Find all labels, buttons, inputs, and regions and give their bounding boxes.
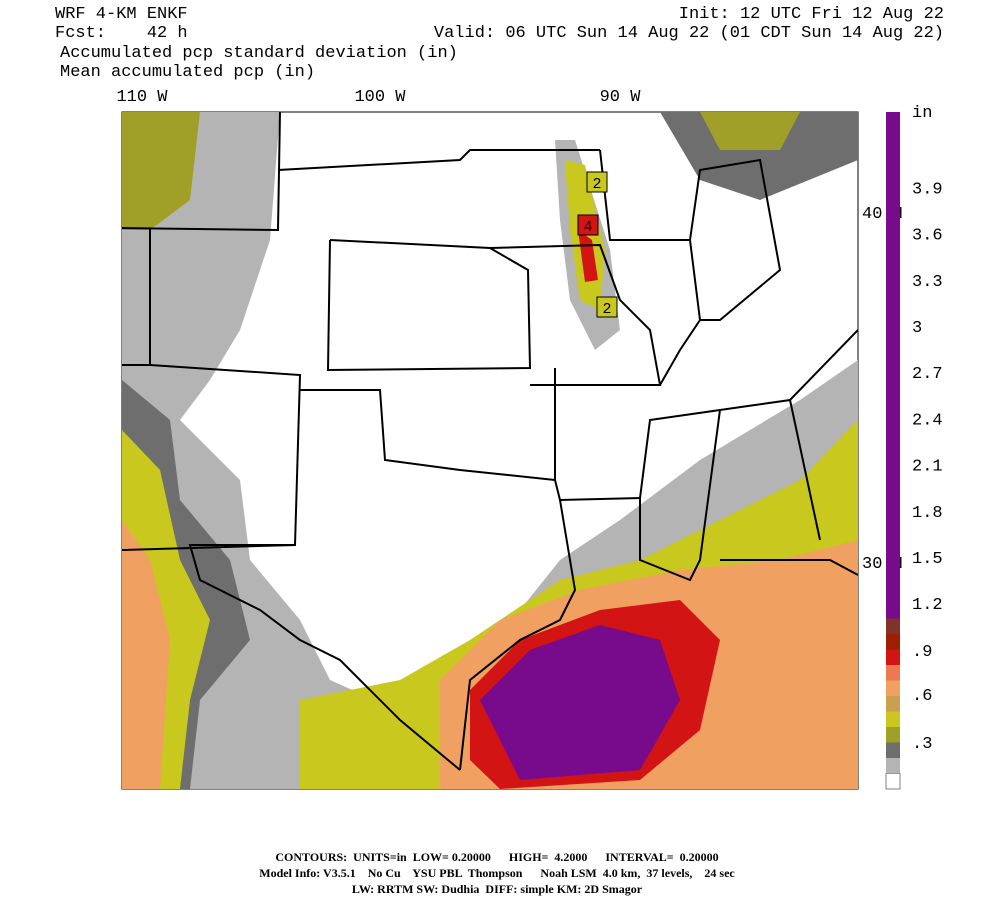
legend-swatch (886, 634, 900, 650)
legend-swatch (886, 742, 900, 758)
forecast-hour: Fcst: 42 h (55, 24, 188, 43)
lon-label: 110 W (116, 88, 168, 107)
field-title: Mean accumulated pcp (in) (60, 63, 315, 82)
precip-field (122, 112, 858, 789)
legend-label: 1.5 (912, 550, 943, 569)
legend-swatch (886, 649, 900, 665)
contour-label-boxes: 2 4 2 (577, 171, 618, 318)
legend-swatch (886, 727, 900, 743)
contour-label: 2 (592, 176, 601, 193)
lon-label: 100 W (354, 88, 406, 107)
state-borders (122, 112, 858, 771)
legend-unit: in (912, 104, 932, 123)
init-time: Init: 12 UTC Fri 12 Aug 22 (679, 5, 944, 24)
footer-line: LW: RRTM SW: Dudhia DIFF: simple KM: 2D … (352, 882, 643, 896)
legend-label: .6 (912, 687, 932, 706)
color-legend: in .3 .6 .9 1.2 1.5 1.8 2.1 2.4 2.7 3 3.3 3.6 3.9 (885, 104, 943, 790)
map-panel: 2 4 2 (121, 111, 859, 790)
contour-label: 2 (602, 301, 611, 318)
contour-box (586, 171, 608, 193)
legend-label: 3.3 (912, 273, 943, 292)
legend-swatch (886, 112, 900, 619)
legend-label: 3.9 (912, 180, 943, 199)
footer-line: Model Info: V3.5.1 No Cu YSU PBL Thompso… (259, 866, 735, 880)
contour-label: 4 (583, 219, 592, 236)
legend-label: 3 (912, 319, 922, 338)
lon-label: 90 W (600, 88, 642, 107)
legend-label: 2.7 (912, 365, 943, 384)
legend-swatch (886, 758, 900, 774)
footer-line: CONTOURS: UNITS=in LOW= 0.20000 HIGH= 4.… (275, 850, 718, 864)
legend-swatch (886, 680, 900, 696)
field-title: Accumulated pcp standard deviation (in) (60, 44, 458, 63)
legend-label: .3 (912, 735, 932, 754)
legend-label: 3.6 (912, 227, 943, 246)
contour-box (596, 296, 618, 318)
model-title: WRF 4-KM ENKF (55, 5, 188, 24)
legend-swatch (885, 773, 901, 790)
legend-swatch (886, 665, 900, 681)
legend-swatch (886, 711, 900, 727)
valid-time: Valid: 06 UTC Sun 14 Aug 22 (01 CDT Sun … (434, 24, 944, 43)
legend-label: 1.8 (912, 504, 943, 523)
legend-label: .9 (912, 643, 932, 662)
contour-box (577, 214, 599, 236)
legend-swatch (886, 618, 900, 634)
legend-label: 1.2 (912, 596, 943, 615)
legend-label: 2.1 (912, 458, 943, 477)
legend-swatch (886, 696, 900, 712)
legend-label: 2.4 (912, 411, 943, 430)
